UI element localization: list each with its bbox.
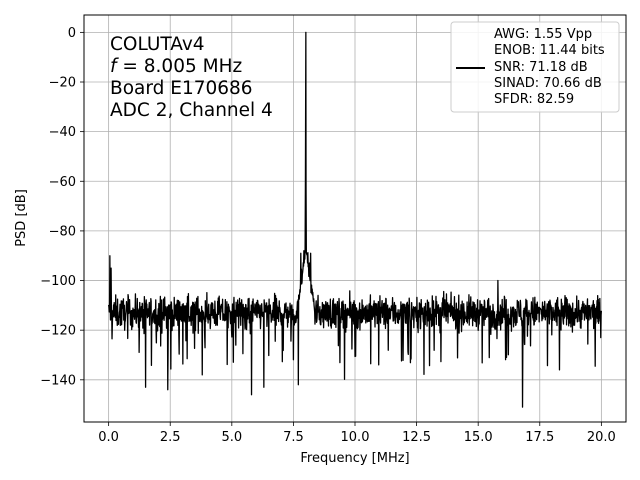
- legend-sfdr: SFDR: 82.59: [494, 92, 574, 107]
- annotation-board: Board E170686: [110, 78, 253, 99]
- legend-enob: ENOB: 11.44 bits: [494, 43, 605, 58]
- legend-sinad: SINAD: 70.66 dB: [494, 76, 602, 91]
- plot-area: [107, 31, 603, 408]
- y-tick-label: −20: [49, 76, 76, 91]
- legend: AWG: 1.55 Vpp ENOB: 11.44 bits SNR: 71.1…: [450, 21, 620, 113]
- y-tick-label: 0: [68, 26, 76, 41]
- x-tick-label: 17.5: [525, 430, 554, 445]
- annotation-frequency-var: f: [110, 56, 119, 77]
- x-tick-label: 20.0: [587, 430, 616, 445]
- legend-snr: SNR: 71.18 dB: [494, 60, 588, 75]
- y-tick-label: −60: [49, 175, 76, 190]
- annotation-frequency-value: = 8.005 MHz: [117, 56, 243, 77]
- x-tick-label: 5.0: [221, 430, 242, 445]
- x-tick-label: 2.5: [160, 430, 181, 445]
- ticks: 0.0 2.5 5.0 7.5 10.0 12.5 15.0 17.5 20.0 0 −20 −40 −…: [40, 26, 616, 445]
- y-tick-label: −120: [40, 324, 76, 339]
- legend-awg: AWG: 1.55 Vpp: [494, 27, 592, 42]
- annotation-block: COLUTAv4 f = 8.005 MHz Board E170686 ADC…: [110, 34, 273, 121]
- annotation-channel: ADC 2, Channel 4: [110, 100, 273, 121]
- y-axis-label: PSD [dB]: [14, 189, 29, 247]
- x-axis-label: Frequency [MHz]: [300, 451, 409, 466]
- legend-box: [450, 21, 620, 113]
- psd-series-line: [107, 31, 603, 408]
- x-tick-label: 12.5: [402, 430, 431, 445]
- y-tick-label: −40: [49, 125, 76, 140]
- x-tick-label: 10.0: [341, 430, 370, 445]
- y-tick-label: −80: [49, 224, 76, 239]
- x-tick-label: 7.5: [283, 430, 304, 445]
- x-tick-label: 15.0: [464, 430, 493, 445]
- x-tick-label: 0.0: [98, 430, 119, 445]
- y-tick-label: −100: [40, 274, 76, 289]
- annotation-chip: COLUTAv4: [110, 34, 205, 55]
- annotation-frequency: f = 8.005 MHz: [110, 56, 242, 77]
- y-tick-label: −140: [40, 373, 76, 388]
